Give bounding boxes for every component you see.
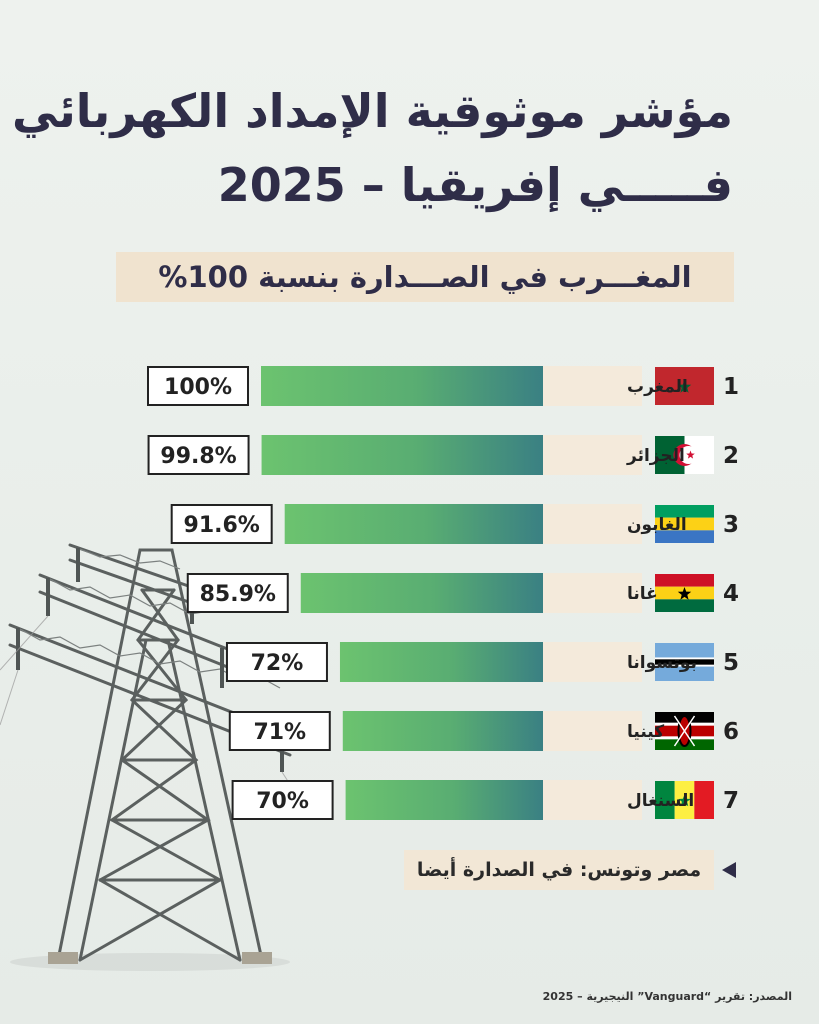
senegal-flag-icon [655, 781, 714, 819]
country-label: غانا [627, 584, 658, 604]
rank-label: 2 [723, 443, 739, 469]
bar [339, 642, 543, 682]
bar [342, 711, 543, 751]
source-text: المصدر: تقرير “Vanguard” النيجيرية – 202… [542, 990, 792, 1003]
chart-row: 7 السنغال 70% [231, 780, 739, 820]
note-box: مصر وتونس: في الصدارة أيضا [404, 850, 714, 890]
value-box [147, 435, 250, 475]
chart-row: 4 غانا 85.9% [186, 573, 739, 613]
country-label-bg [543, 435, 642, 475]
bar [300, 573, 543, 613]
value-label: 100% [164, 375, 232, 400]
rank-label: 3 [723, 512, 739, 538]
value-label: 91.6% [184, 513, 260, 538]
rank-label: 7 [723, 788, 739, 814]
country-label: الجزائر [626, 446, 685, 466]
value-box [231, 780, 334, 820]
country-label: كينيا [627, 722, 664, 742]
note-arrow-icon [722, 862, 736, 878]
country-label-bg [543, 366, 642, 406]
kenya-flag-icon [655, 712, 714, 750]
chart-title-line-2: فـــــي إفريقيا – 2025 [217, 158, 733, 212]
value-box [228, 711, 331, 751]
value-label: 71% [253, 720, 306, 745]
bar [284, 504, 543, 544]
country-label-bg [543, 573, 642, 613]
chart-row: 2 الجزائر 99.8% [147, 435, 739, 475]
gabon-flag-icon [655, 505, 714, 543]
ghana-flag-icon [655, 574, 714, 612]
bar [261, 366, 543, 406]
value-label: 72% [251, 651, 304, 676]
value-label: 85.9% [200, 582, 276, 607]
value-box [170, 504, 273, 544]
bar [345, 780, 543, 820]
rank-label: 5 [723, 650, 739, 676]
value-box [186, 573, 289, 613]
bar-chart: 1 المغرب 100% 2 الجزائر 99.8% 3 الغابون 91.6% 4 غا… [147, 366, 739, 820]
chart-row: 6 كينيا 71% [228, 711, 739, 751]
country-label: الغابون [627, 515, 687, 535]
chart-row: 1 المغرب 100% [147, 366, 739, 406]
rank-label: 4 [723, 581, 739, 607]
country-label: السنغال [627, 791, 694, 811]
morocco-flag-icon [655, 367, 714, 405]
country-label-bg [543, 504, 642, 544]
algeria-flag-icon [655, 436, 714, 474]
value-label: 70% [256, 789, 309, 814]
chart-title-line-1: مؤشر موثوقية الإمداد الكهربائي [11, 84, 733, 138]
chart-row: 5 بوتسوانا 72% [225, 642, 739, 682]
chart-subtitle: المغـــرب في الصـــدارة بنسبة 100% [116, 252, 734, 302]
value-label: 99.8% [160, 444, 236, 469]
botswana-flag-icon [655, 643, 714, 681]
value-box [147, 366, 249, 406]
chart-row: 3 الغابون 91.6% [170, 504, 739, 544]
rank-label: 1 [723, 374, 739, 400]
country-label-bg [543, 642, 642, 682]
country-label-bg [543, 780, 642, 820]
rank-label: 6 [723, 719, 739, 745]
bar [261, 435, 543, 475]
country-label: المغرب [627, 377, 688, 397]
country-label-bg [543, 711, 642, 751]
country-label: بوتسوانا [627, 653, 697, 673]
value-box [225, 642, 328, 682]
